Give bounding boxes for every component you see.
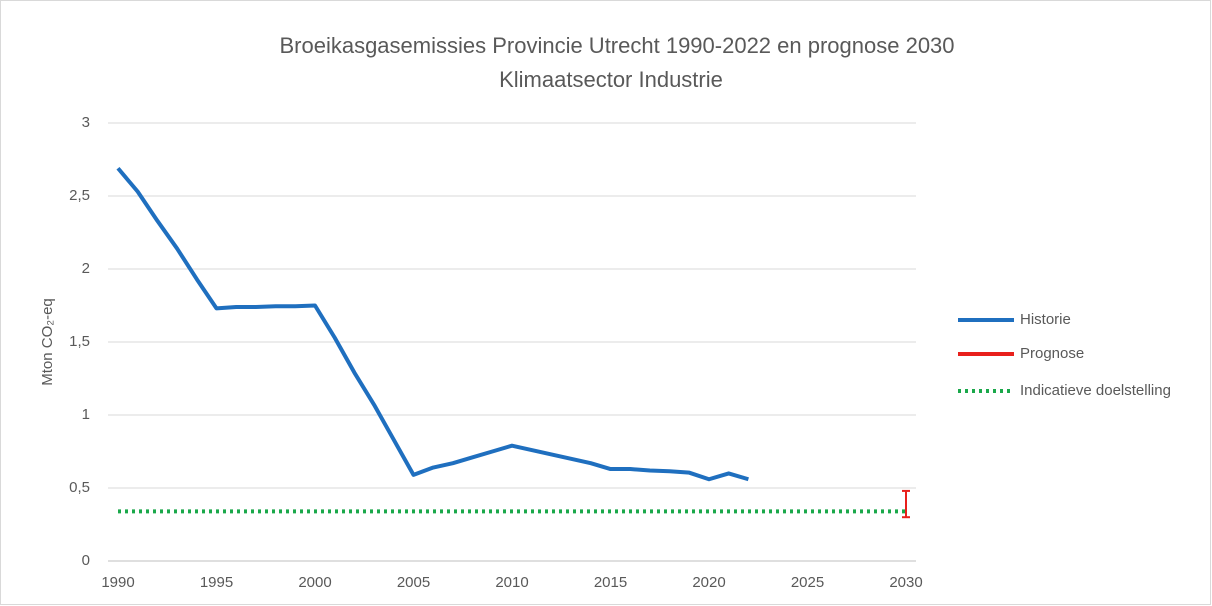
x-tick-label: 1990 bbox=[101, 574, 134, 591]
chart-title: Broeikasgasemissies Provincie Utrecht 19… bbox=[279, 33, 954, 58]
series-line bbox=[116, 166, 749, 482]
x-tick-label: 2020 bbox=[692, 574, 725, 591]
y-tick-label: 0,5 bbox=[69, 479, 90, 496]
legend-label: Prognose bbox=[1020, 345, 1084, 362]
legend-label: Historie bbox=[1020, 311, 1071, 328]
chart-subtitle: Klimaatsector Industrie bbox=[499, 67, 723, 92]
y-tick-label: 2,5 bbox=[69, 187, 90, 204]
x-tick-label: 2005 bbox=[397, 574, 430, 591]
x-tick-label: 2010 bbox=[495, 574, 528, 591]
y-axis-label: Mton CO₂-eq bbox=[39, 298, 56, 386]
x-tick-label: 1995 bbox=[200, 574, 233, 591]
y-tick-label: 3 bbox=[82, 114, 90, 131]
y-tick-label: 0 bbox=[82, 552, 90, 569]
y-tick-label: 1 bbox=[82, 406, 90, 423]
x-tick-label: 2030 bbox=[889, 574, 922, 591]
legend-label: Indicatieve doelstelling bbox=[1020, 382, 1171, 399]
x-tick-label: 2015 bbox=[594, 574, 627, 591]
x-tick-label: 2000 bbox=[298, 574, 331, 591]
x-tick-label: 2025 bbox=[791, 574, 824, 591]
y-tick-label: 2 bbox=[82, 260, 90, 277]
y-tick-label: 1,5 bbox=[69, 333, 90, 350]
